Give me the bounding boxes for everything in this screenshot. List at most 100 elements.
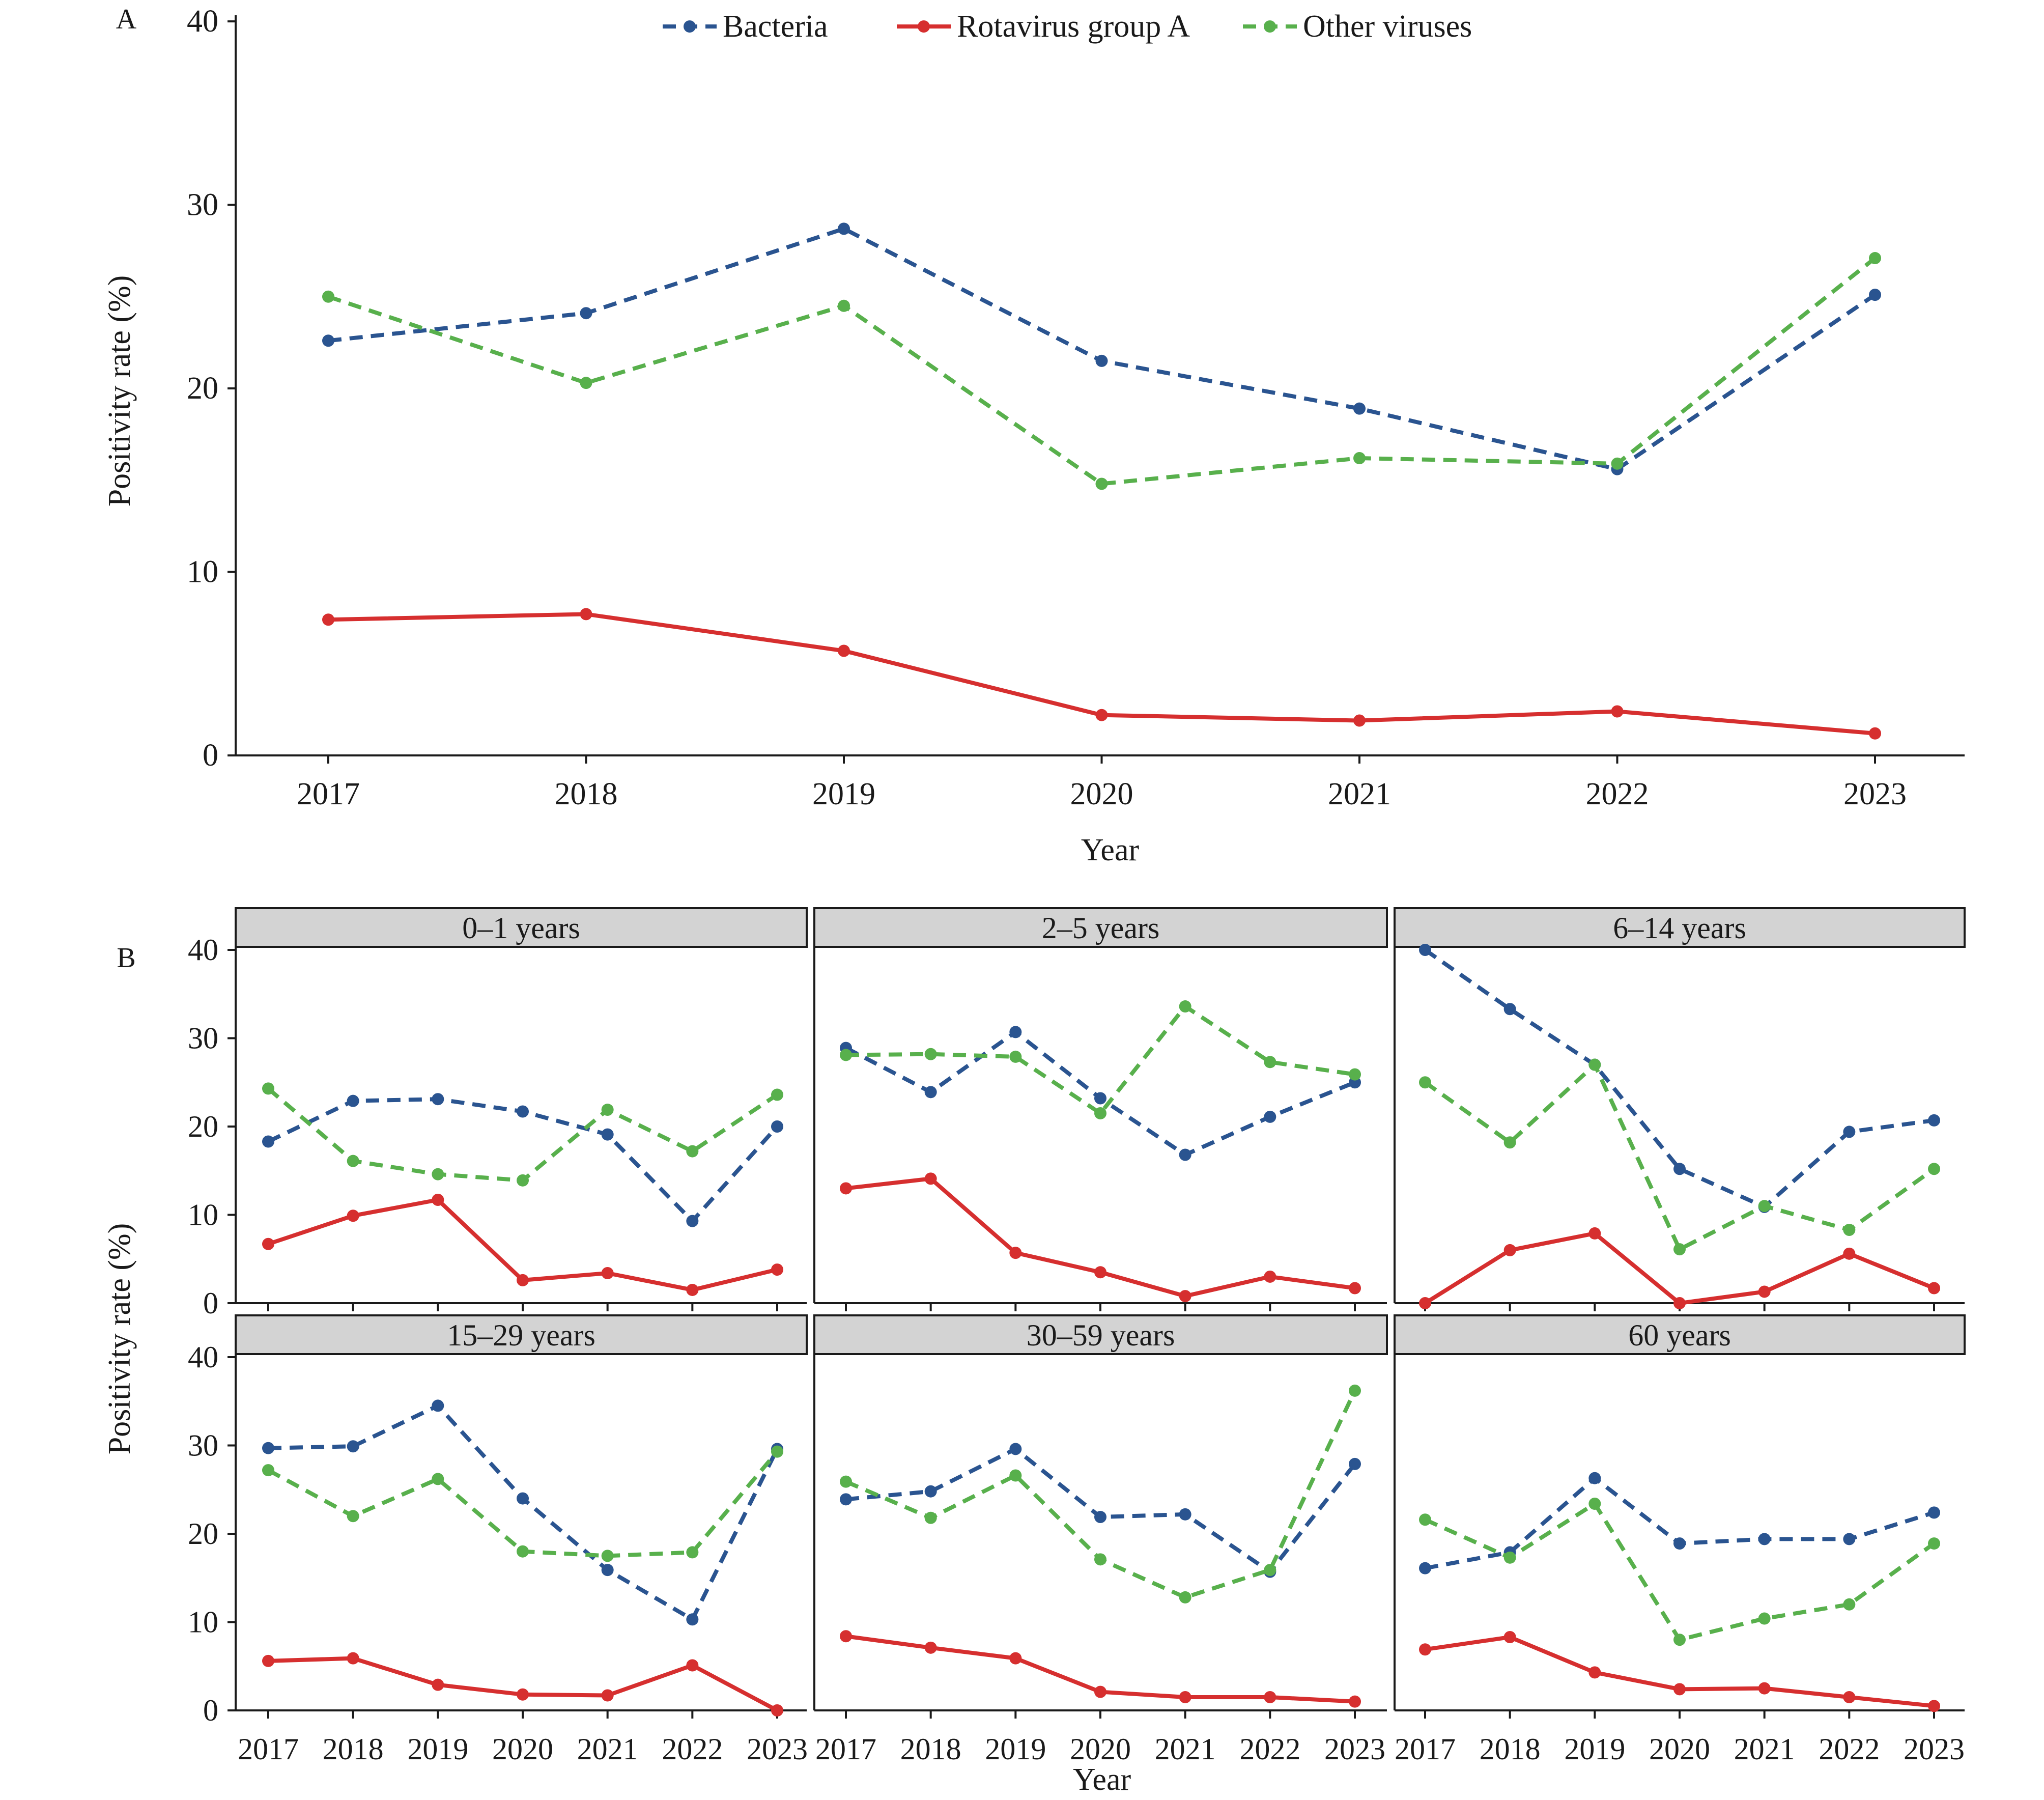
facet-60-years-point-rotavirus-group-a-2020: [1673, 1683, 1686, 1696]
facet-2-5-years-point-other-viruses-2021: [1179, 1000, 1191, 1013]
panel-a-y-axis-title: Positivity rate (%): [102, 275, 137, 507]
facet-30-59-years-point-other-viruses-2018: [924, 1511, 937, 1524]
facet-2-5-years-strip-title: 2–5 years: [1042, 911, 1160, 945]
facet-15-29-years-strip: [235, 1314, 808, 1355]
facet-15-29-years-x-tick-label: 2021: [577, 1732, 638, 1766]
facet-6-14-years-strip: [1394, 907, 1966, 948]
facet-60-years-point-other-viruses-2020: [1673, 1634, 1686, 1646]
facet-15-29-years-x-tick-label: 2017: [238, 1732, 299, 1766]
facet-30-59-years: 2017 2018 2019 2020 2021 2022 2023 30–59 years: [813, 1314, 1388, 1766]
panel-a-point-bacteria-2019: [838, 222, 850, 235]
facet-30-59-years-x-tick-label: 2021: [1155, 1732, 1216, 1766]
legend-label-rotavirus-group-a: Rotavirus group A: [957, 9, 1190, 44]
facet-15-29-years-point-bacteria-2018: [347, 1440, 359, 1453]
facet-0-1-years-point-bacteria-2017: [262, 1135, 274, 1148]
panel-a-y-tick-label: 40: [187, 4, 218, 39]
facet-15-29-years-point-bacteria-2019: [432, 1399, 444, 1412]
facet-6-14-years-point-other-viruses-2018: [1503, 1136, 1516, 1149]
facet-60-years-strip-title: 60 years: [1628, 1318, 1731, 1352]
facet-6-14-years-point-bacteria-2023: [1928, 1114, 1940, 1127]
facet-30-59-years-point-other-viruses-2019: [1009, 1469, 1022, 1482]
facet-60-years-point-rotavirus-group-a-2021: [1758, 1682, 1771, 1695]
facet-6-14-years-point-rotavirus-group-a-2017: [1419, 1297, 1431, 1309]
facet-2-5-years-point-other-viruses-2017: [840, 1049, 852, 1061]
facet-15-29-years-point-bacteria-2022: [686, 1613, 699, 1626]
facet-0-1-years-point-other-viruses-2022: [686, 1145, 699, 1158]
facet-0-1-years-y-tick-label: 30: [188, 1022, 218, 1055]
facet-60-years-point-bacteria-2020: [1673, 1537, 1686, 1550]
facet-6-14-years-point-other-viruses-2017: [1419, 1076, 1431, 1089]
facet-30-59-years-point-rotavirus-group-a-2020: [1094, 1685, 1106, 1698]
facet-60-years-point-other-viruses-2017: [1419, 1513, 1431, 1526]
panel-a-y-tick-label: 0: [203, 738, 218, 773]
facet-2-5-years-point-rotavirus-group-a-2019: [1009, 1247, 1022, 1259]
facet-60-years-point-bacteria-2022: [1843, 1533, 1856, 1545]
facet-30-59-years-point-rotavirus-group-a-2018: [924, 1641, 937, 1654]
facet-30-59-years-x-tick-label: 2018: [900, 1732, 961, 1766]
legend-marker-bacteria: [684, 20, 696, 33]
facet-2-5-years-point-bacteria-2022: [1264, 1110, 1276, 1123]
facet-6-14-years-strip-title: 6–14 years: [1613, 911, 1746, 945]
legend-label-bacteria: Bacteria: [723, 9, 828, 44]
legend-item-other-viruses: Other viruses: [1243, 9, 1472, 44]
facet-6-14-years-point-other-viruses-2022: [1843, 1223, 1856, 1236]
panel-a-x-tick-label: 2018: [555, 777, 618, 811]
facet-0-1-years-y-tick-label: 40: [188, 933, 218, 967]
panel-a-point-other-viruses-2021: [1353, 452, 1366, 464]
facet-15-29-years-y-tick-label: 0: [203, 1694, 218, 1727]
facet-15-29-years-point-rotavirus-group-a-2017: [262, 1654, 274, 1667]
facet-30-59-years-point-rotavirus-group-a-2021: [1179, 1691, 1191, 1703]
facet-0-1-years-point-other-viruses-2018: [347, 1155, 359, 1167]
facet-6-14-years-point-rotavirus-group-a-2021: [1758, 1285, 1771, 1298]
facet-30-59-years-point-bacteria-2020: [1094, 1511, 1106, 1524]
facet-15-29-years-point-other-viruses-2021: [601, 1550, 614, 1562]
facet-2-5-years-point-rotavirus-group-a-2022: [1264, 1270, 1276, 1283]
facet-15-29-years-x-tick-label: 2018: [323, 1732, 384, 1766]
facet-0-1-years-strip-title: 0–1 years: [462, 911, 580, 945]
facet-60-years-x-tick-label: 2023: [1904, 1732, 1965, 1766]
facet-30-59-years-point-rotavirus-group-a-2019: [1009, 1652, 1022, 1665]
facet-15-29-years-point-bacteria-2017: [262, 1442, 274, 1454]
facet-30-59-years-point-other-viruses-2022: [1264, 1564, 1276, 1577]
facet-60-years-strip: [1394, 1314, 1966, 1355]
facet-6-14-years-point-rotavirus-group-a-2019: [1588, 1227, 1601, 1240]
panel-a: 0 10 20 30 40 2017 2018 2019 2020 2021 2022 2023: [187, 4, 1965, 811]
legend-marker-rotavirus-group-a: [918, 20, 930, 33]
facet-2-5-years-point-bacteria-2020: [1094, 1092, 1106, 1105]
facet-30-59-years-x-tick-label: 2019: [985, 1732, 1046, 1766]
panel-a-x-tick-label: 2022: [1586, 777, 1649, 811]
facet-30-59-years-x-tick-label: 2017: [815, 1732, 876, 1766]
facet-15-29-years-point-bacteria-2021: [601, 1564, 614, 1577]
facet-30-59-years-point-other-viruses-2017: [840, 1475, 852, 1488]
facet-15-29-years-point-bacteria-2020: [517, 1492, 529, 1505]
facet-30-59-years-strip: [813, 1314, 1388, 1355]
facet-0-1-years-point-other-viruses-2017: [262, 1082, 274, 1095]
facet-0-1-years-point-other-viruses-2020: [517, 1174, 529, 1187]
facet-60-years-point-rotavirus-group-a-2017: [1419, 1643, 1431, 1656]
facet-30-59-years-point-bacteria-2017: [840, 1493, 852, 1506]
facet-2-5-years: 2–5 years: [813, 907, 1388, 1311]
facet-6-14-years-point-other-viruses-2020: [1673, 1243, 1686, 1256]
facet-0-1-years-point-rotavirus-group-a-2022: [686, 1283, 699, 1296]
facet-15-29-years-y-tick-label: 40: [188, 1340, 218, 1374]
facet-30-59-years-point-rotavirus-group-a-2022: [1264, 1691, 1276, 1703]
panel-a-label: A: [116, 4, 137, 35]
facet-15-29-years-point-other-viruses-2022: [686, 1546, 699, 1559]
facet-0-1-years-point-other-viruses-2021: [601, 1104, 614, 1116]
facet-60-years-point-bacteria-2021: [1758, 1533, 1771, 1545]
facet-6-14-years-point-rotavirus-group-a-2018: [1503, 1244, 1516, 1256]
facet-2-5-years-point-other-viruses-2020: [1094, 1107, 1106, 1119]
panel-a-point-other-viruses-2020: [1095, 477, 1108, 490]
facet-0-1-years-point-other-viruses-2019: [432, 1168, 444, 1180]
facet-60-years-point-bacteria-2017: [1419, 1562, 1431, 1574]
facet-30-59-years-point-bacteria-2018: [924, 1485, 937, 1498]
facet-15-29-years-series-line-rotavirus-group-a: [268, 1656, 778, 1712]
facet-15-29-years-y-tick-label: 20: [188, 1517, 218, 1551]
panel-a-series-line-bacteria: [328, 227, 1877, 471]
panel-a-point-bacteria-2017: [322, 334, 334, 347]
facet-30-59-years-point-other-viruses-2021: [1179, 1591, 1191, 1604]
facet-30-59-years-point-other-viruses-2020: [1094, 1553, 1106, 1566]
facet-15-29-years-point-other-viruses-2019: [432, 1473, 444, 1485]
facet-6-14-years-point-other-viruses-2021: [1758, 1200, 1771, 1213]
